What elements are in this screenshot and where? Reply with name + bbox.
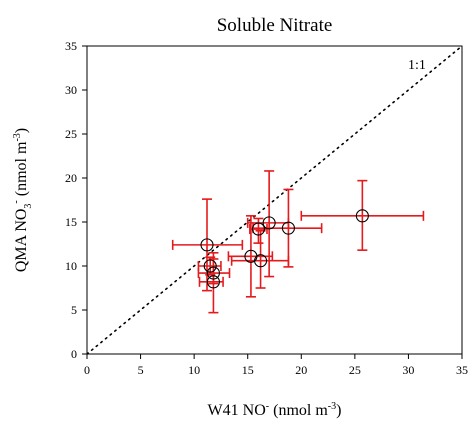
y-axis-title-unit: (nmol m bbox=[13, 141, 30, 200]
y-tick-label: 25 bbox=[65, 127, 77, 141]
plot-frame bbox=[86, 45, 463, 355]
one-to-one-line bbox=[86, 45, 463, 355]
x-tick-label: 20 bbox=[295, 363, 307, 377]
x-tick-label: 0 bbox=[84, 363, 90, 377]
x-tick-label: 10 bbox=[188, 363, 200, 377]
x-tick-label: 35 bbox=[456, 363, 468, 377]
data-point bbox=[262, 216, 276, 230]
x-tick-label: 15 bbox=[242, 363, 254, 377]
data-points bbox=[200, 209, 369, 289]
error-bar bbox=[230, 230, 290, 289]
y-tick-label: 0 bbox=[71, 347, 77, 361]
y-axis-title-unit-exponent: -3 bbox=[12, 133, 23, 141]
data-point bbox=[200, 238, 214, 252]
y-axis-title: QMA NO3- (nmol m-3) bbox=[11, 128, 34, 272]
data-point bbox=[355, 209, 369, 223]
y-tick-label: 35 bbox=[65, 39, 77, 53]
data-point bbox=[203, 259, 217, 273]
y-axis-title-superscript: - bbox=[11, 200, 22, 203]
y-axis: 0 5 10 15 20 25 30 35 bbox=[65, 39, 87, 361]
x-tick-label: 30 bbox=[402, 363, 414, 377]
one-to-one-label: 1:1 bbox=[408, 58, 426, 73]
x-axis-title-text: W41 NO bbox=[208, 402, 266, 419]
error-bar bbox=[246, 170, 290, 278]
error-bar bbox=[171, 198, 244, 292]
x-axis-title-superscript: - bbox=[266, 401, 269, 412]
chart-title: Soluble Nitrate bbox=[217, 15, 333, 36]
x-axis-title-unit: (nmol m bbox=[269, 402, 328, 419]
data-point bbox=[281, 221, 295, 235]
x-axis-title-unit-exponent: -3 bbox=[328, 401, 336, 412]
y-tick-label: 20 bbox=[65, 171, 77, 185]
data-point bbox=[206, 266, 220, 280]
y-axis-title-text: QMA NO bbox=[13, 209, 30, 273]
data-point bbox=[206, 275, 220, 289]
error-bars bbox=[171, 170, 425, 314]
x-axis-title-close: ) bbox=[336, 402, 341, 419]
x-tick-label: 25 bbox=[349, 363, 361, 377]
error-bar bbox=[198, 252, 224, 314]
x-axis: 0 5 10 15 20 25 30 35 bbox=[84, 354, 468, 377]
data-point bbox=[254, 254, 268, 268]
y-tick-label: 30 bbox=[65, 83, 77, 97]
error-bar bbox=[300, 179, 425, 251]
y-tick-label: 10 bbox=[65, 259, 77, 273]
x-axis-title: W41 NO- (nmol m-3) bbox=[208, 401, 342, 419]
y-tick-label: 5 bbox=[71, 303, 77, 317]
x-tick-label: 5 bbox=[138, 363, 144, 377]
data-point bbox=[251, 222, 265, 236]
y-axis-title-subscript: 3 bbox=[23, 204, 34, 209]
y-axis-title-close: ) bbox=[13, 128, 30, 133]
y-tick-label: 15 bbox=[65, 215, 77, 229]
